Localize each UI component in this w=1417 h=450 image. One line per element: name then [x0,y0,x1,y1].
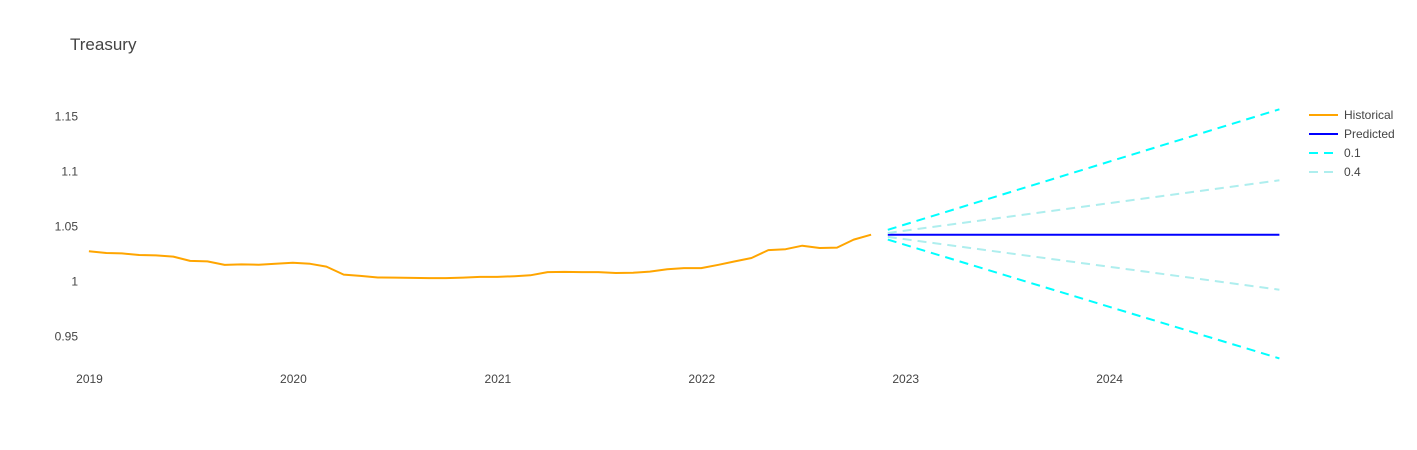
legend-label: Predicted [1344,127,1395,141]
series-line-0-1[interactable] [887,238,1280,360]
x-tick-label: 2020 [280,372,307,386]
y-tick-label: 1.05 [55,219,79,233]
chart-title: Treasury [70,35,137,54]
legend-item[interactable]: 0.4 [1309,165,1361,179]
x-tick-label: 2021 [485,372,512,386]
y-tick-label: 1.15 [55,109,79,123]
series-line-0-4[interactable] [887,179,1280,234]
legend[interactable]: Historical Predicted 0.1 0.4 [1309,108,1395,179]
x-tick-label: 2023 [892,372,919,386]
x-tick-label: 2022 [688,372,715,386]
y-tick-label: 0.95 [55,329,79,343]
y-tick-label: 1.1 [61,164,78,178]
legend-label: Historical [1344,108,1393,122]
x-tick-label: 2019 [76,372,103,386]
legend-item[interactable]: Historical [1309,108,1393,122]
legend-item[interactable]: Predicted [1309,127,1395,141]
y-tick-label: 1 [71,274,78,288]
series-line-0-1[interactable] [887,108,1280,231]
series-line-historical[interactable] [88,233,872,280]
x-tick-label: 2024 [1096,372,1123,386]
legend-label: 0.1 [1344,146,1361,160]
legend-label: 0.4 [1344,165,1361,179]
legend-item[interactable]: 0.1 [1309,146,1361,160]
y-axis: 0.95 1 1.05 1.1 1.15 [55,109,79,343]
plot-area[interactable] [88,108,1280,360]
series-line-0-4[interactable] [887,235,1280,291]
x-axis: 2019 2020 2021 2022 2023 2024 [76,372,1123,386]
